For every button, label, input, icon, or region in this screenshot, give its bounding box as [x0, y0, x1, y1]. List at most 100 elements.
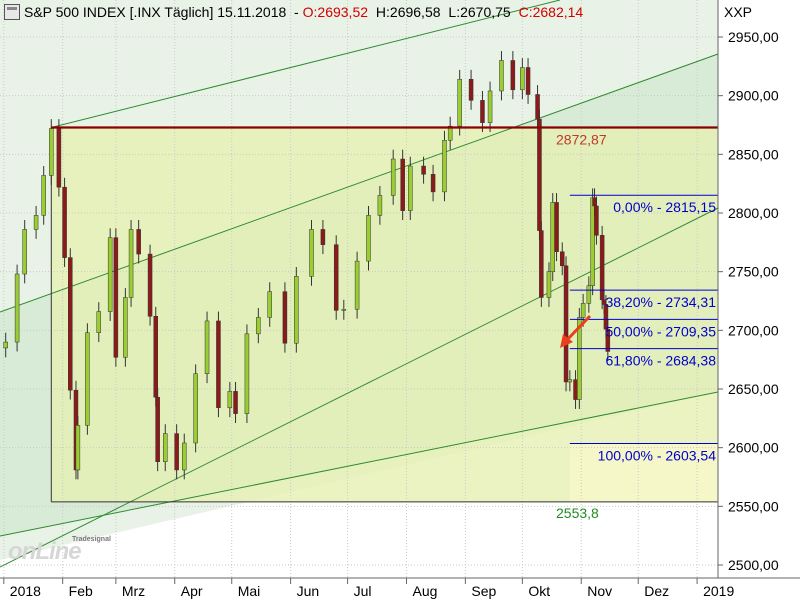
candle: [68, 257, 73, 391]
candle: [96, 311, 102, 333]
candle: [480, 100, 485, 123]
price-axis-label: XXP: [724, 4, 753, 20]
candle: [193, 373, 198, 444]
candle: [421, 165, 426, 175]
fib-label: 100,00% - 2603,54: [598, 448, 717, 464]
candle: [22, 229, 27, 275]
window-icon[interactable]: [4, 4, 20, 21]
y-tick-label: 2900,00: [728, 88, 779, 104]
x-tick-label: 2019: [703, 583, 734, 599]
candle: [227, 391, 233, 409]
candle: [442, 140, 447, 193]
candle: [594, 205, 599, 236]
candle: [204, 320, 210, 374]
candle: [559, 251, 565, 267]
candle: [567, 379, 573, 383]
candle: [128, 229, 134, 298]
y-tick-label: 2850,00: [728, 146, 779, 162]
y-tick-label: 2750,00: [728, 264, 779, 280]
candle: [573, 379, 578, 400]
candle: [33, 215, 39, 230]
candle: [155, 396, 160, 462]
candle: [294, 276, 299, 344]
candle: [233, 391, 238, 414]
fib-label: 38,20% - 2734,31: [605, 294, 716, 310]
candle: [468, 78, 474, 101]
candle: [320, 229, 326, 245]
candle: [147, 253, 153, 317]
candle: [520, 67, 525, 91]
candle: [390, 158, 396, 196]
candle: [14, 273, 20, 343]
candle: [537, 118, 542, 231]
candle: [525, 67, 531, 95]
x-tick-label: Apr: [181, 583, 203, 599]
candle: [216, 320, 221, 409]
candle: [499, 60, 504, 92]
open-value: O:2693,52: [302, 4, 369, 20]
candle: [430, 174, 436, 193]
candle: [546, 271, 552, 298]
x-tick-label: Okt: [528, 583, 550, 599]
separator: -: [290, 4, 303, 20]
chart-title: S&P 500 INDEX [.INX Täglich] 15.11.2018: [24, 4, 287, 20]
candle: [267, 291, 272, 318]
y-tick-label: 2600,00: [728, 440, 779, 456]
candle: [341, 308, 347, 311]
candle: [153, 316, 159, 398]
pointer-arrow: [564, 314, 592, 343]
y-tick-label: 2500,00: [728, 557, 779, 573]
candle: [181, 442, 187, 471]
candle: [366, 215, 371, 262]
fib-label: 61,80% - 2684,38: [605, 353, 716, 369]
candle: [577, 317, 582, 400]
candle: [457, 78, 462, 127]
x-tick-label: Feb: [69, 583, 93, 599]
candle: [75, 425, 81, 471]
x-tick-label: Jun: [297, 583, 320, 599]
candle: [408, 165, 413, 211]
logo-text: onLine: [8, 538, 82, 565]
candle: [113, 237, 119, 358]
tradesignal-logo: Tradesignal onLine: [8, 536, 118, 566]
x-tick-label: Mrz: [122, 583, 145, 599]
candle: [309, 229, 314, 277]
high-value: H:2696,58: [375, 4, 441, 20]
y-tick-label: 2550,00: [728, 498, 779, 514]
x-tick-label: Nov: [587, 583, 612, 599]
fib-label: 50,00% - 2709,35: [605, 323, 716, 339]
candle: [605, 328, 611, 352]
x-tick-label: Aug: [412, 583, 437, 599]
candle: [85, 332, 90, 426]
channel-line-middle: [0, 207, 719, 568]
candle: [244, 333, 250, 414]
x-tick-label: Jul: [354, 583, 372, 599]
x-tick-label: Dez: [644, 583, 669, 599]
candle: [163, 433, 168, 462]
candle: [550, 202, 555, 272]
chart-header: S&P 500 INDEX [.INX Täglich] 15.11.2018 …: [0, 0, 583, 24]
candle: [554, 202, 559, 252]
candle: [563, 265, 569, 383]
candle: [282, 291, 288, 344]
channel-line-upper: [0, 53, 719, 313]
candle: [174, 433, 179, 471]
candle: [49, 128, 54, 176]
logo-brand: Tradesignal: [72, 536, 111, 543]
candle: [136, 229, 141, 255]
channel-line-top: [51, 0, 561, 128]
low-value: L:2670,75: [448, 4, 511, 20]
y-tick-label: 2800,00: [728, 205, 779, 221]
y-tick-label: 2700,00: [728, 322, 779, 338]
candle: [333, 244, 339, 311]
candle: [123, 297, 128, 358]
pointer-arrow-head: [560, 334, 573, 348]
x-tick-label: 2018: [10, 583, 41, 599]
fib-lower-zone: [569, 443, 718, 502]
fib-label: 0,00% - 2815,15: [613, 199, 716, 215]
resistance-label: 2872,87: [556, 131, 607, 147]
candle: [586, 285, 592, 304]
y-tick-label: 2950,00: [728, 29, 779, 45]
y-tick-label: 2650,00: [728, 381, 779, 397]
